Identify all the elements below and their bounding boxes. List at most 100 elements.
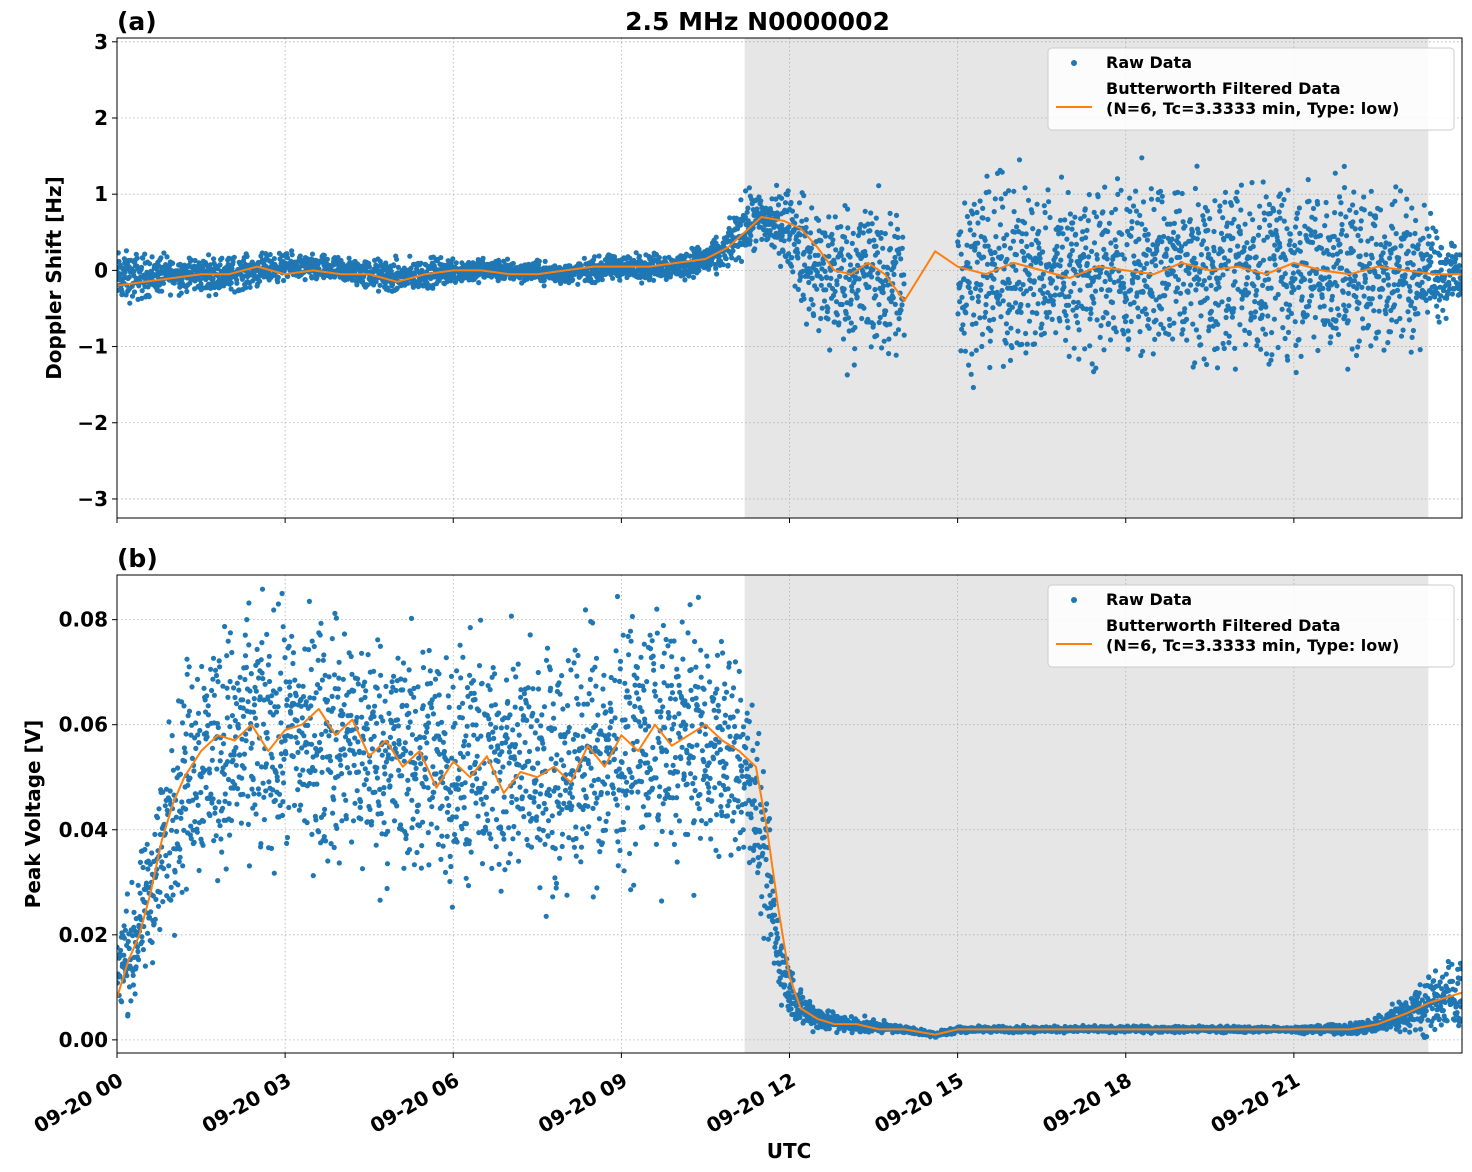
raw-data-point: [299, 745, 305, 751]
raw-data-point: [331, 785, 337, 791]
raw-data-point: [868, 344, 874, 350]
raw-data-point: [978, 282, 984, 288]
raw-data-point: [164, 873, 170, 879]
raw-data-point: [1438, 293, 1444, 299]
raw-data-point: [970, 211, 976, 217]
raw-data-point: [232, 782, 238, 788]
raw-data-point: [1322, 275, 1328, 281]
raw-data-point: [1057, 217, 1064, 223]
raw-data-point: [975, 293, 981, 300]
raw-data-point: [231, 752, 237, 758]
raw-data-point: [966, 285, 972, 291]
raw-data-point: [118, 947, 124, 954]
raw-data-point: [223, 866, 229, 872]
raw-data-point: [199, 663, 205, 670]
raw-data-point: [818, 315, 824, 322]
raw-data-point: [1054, 243, 1060, 249]
raw-data-point: [1106, 220, 1112, 226]
raw-data-point: [233, 762, 239, 768]
raw-data-point: [1437, 252, 1443, 258]
raw-data-point: [1306, 198, 1312, 204]
raw-data-point: [662, 255, 668, 261]
raw-data-point: [869, 221, 875, 227]
raw-data-point: [1361, 194, 1367, 200]
panel-label: (a): [117, 7, 157, 36]
raw-data-point: [117, 250, 121, 256]
raw-data-point: [286, 684, 292, 690]
raw-data-point: [298, 802, 304, 808]
raw-data-point: [229, 649, 235, 656]
raw-data-point: [208, 791, 214, 797]
raw-data-point: [978, 287, 984, 293]
raw-data-point: [1300, 310, 1307, 316]
raw-data-point: [1341, 163, 1347, 169]
raw-data-point: [1294, 216, 1300, 222]
raw-data-point: [983, 309, 989, 315]
raw-data-point: [1391, 282, 1397, 288]
raw-data-point: [1282, 271, 1288, 277]
raw-data-point: [1386, 241, 1392, 247]
raw-data-point: [855, 262, 861, 268]
raw-data-point: [1172, 246, 1178, 252]
raw-data-point: [1458, 287, 1462, 293]
raw-data-point: [899, 302, 905, 308]
raw-data-point: [320, 657, 326, 663]
raw-data-point: [274, 777, 280, 784]
y-tick-label: 1: [94, 182, 108, 206]
raw-data-point: [269, 755, 275, 761]
raw-data-point: [1007, 245, 1014, 251]
raw-data-point: [1144, 284, 1150, 290]
raw-data-point: [359, 761, 365, 767]
raw-data-point: [401, 865, 407, 871]
raw-data-point: [1086, 192, 1092, 198]
raw-data-point: [790, 269, 796, 275]
raw-data-point: [1283, 257, 1289, 263]
raw-data-point: [184, 288, 190, 295]
raw-data-point: [1007, 357, 1014, 363]
raw-data-point: [1093, 365, 1099, 371]
raw-data-point: [861, 305, 867, 311]
raw-data-point: [335, 686, 341, 692]
raw-data-point: [288, 734, 294, 740]
raw-data-point: [982, 237, 988, 243]
raw-data-point: [180, 863, 186, 869]
raw-data-point: [297, 772, 303, 778]
raw-data-point: [1131, 253, 1137, 259]
raw-data-point: [235, 725, 241, 731]
raw-data-point: [1310, 239, 1316, 246]
raw-data-point: [294, 259, 300, 265]
raw-data-point: [1096, 274, 1102, 280]
raw-data-point: [786, 251, 792, 257]
raw-data-point: [1031, 291, 1037, 298]
raw-data-point: [1256, 224, 1263, 231]
raw-data-point: [300, 694, 307, 700]
raw-data-point: [815, 217, 822, 223]
raw-data-point: [222, 798, 228, 804]
raw-data-point: [366, 786, 372, 792]
raw-data-point: [195, 710, 202, 716]
raw-data-point: [391, 263, 397, 269]
raw-data-point: [838, 224, 844, 230]
raw-data-point: [779, 233, 785, 239]
raw-data-point: [339, 771, 345, 777]
raw-data-point: [316, 739, 323, 746]
raw-data-point: [1227, 247, 1233, 253]
raw-data-point: [1123, 313, 1129, 319]
raw-data-point: [1369, 235, 1375, 241]
raw-data-point: [372, 789, 378, 795]
raw-data-point: [197, 727, 203, 734]
raw-data-point: [1172, 273, 1179, 279]
raw-data-point: [309, 275, 315, 281]
raw-data-point: [206, 293, 212, 299]
raw-data-point: [1439, 245, 1445, 251]
raw-data-point: [1393, 231, 1399, 237]
raw-data-point: [1023, 330, 1029, 337]
raw-data-point: [1285, 357, 1291, 363]
raw-data-point: [243, 738, 249, 744]
raw-data-point: [801, 296, 807, 302]
raw-data-point: [1222, 199, 1228, 205]
raw-data-point: [364, 726, 370, 732]
raw-data-point: [893, 331, 899, 337]
raw-data-point: [312, 768, 318, 774]
raw-data-point: [1268, 357, 1274, 363]
